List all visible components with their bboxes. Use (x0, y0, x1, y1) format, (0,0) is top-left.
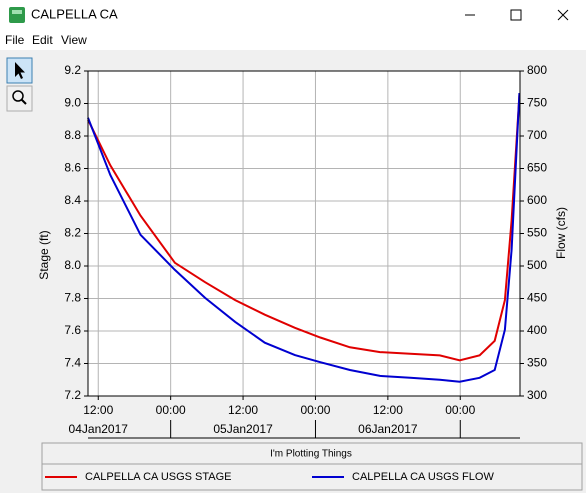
series-line (87, 95, 521, 362)
x-date-label: 05Jan2017 (213, 422, 273, 436)
x-tick-label: 00:00 (156, 403, 186, 417)
x-tick-label: 12:00 (373, 403, 403, 417)
x-tick-label: 12:00 (228, 403, 258, 417)
y2-axis-label: Flow (cfs) (554, 207, 568, 259)
zoom-tool[interactable] (6, 85, 33, 112)
series-line (87, 93, 521, 383)
y2-tick-label: 450 (527, 291, 547, 305)
zoom-icon-handle (20, 98, 27, 105)
y-tick-label: 8.4 (64, 193, 81, 207)
y2-tick-label: 550 (527, 226, 547, 240)
y2-tick-label: 500 (527, 258, 547, 272)
y2-tick-label: 400 (527, 323, 547, 337)
zoom-icon (12, 90, 24, 102)
legend-box (41, 442, 583, 491)
y-tick-label: 7.4 (64, 356, 81, 370)
y2-tick-label: 600 (527, 193, 547, 207)
y2-tick-label: 700 (527, 128, 547, 142)
y-axis-label: Stage (ft) (37, 230, 51, 279)
close-button[interactable] (557, 9, 569, 21)
legend-label: CALPELLA CA USGS STAGE (85, 471, 232, 483)
y2-tick-label: 650 (527, 161, 547, 175)
menu-file[interactable]: File (5, 33, 25, 47)
menu-bar (0, 30, 586, 50)
window-title: CALPELLA CA (31, 6, 118, 21)
menu-view[interactable]: View (61, 33, 87, 47)
y-tick-label: 8.6 (64, 161, 81, 175)
legend-title: I'm Plotting Things (270, 449, 352, 460)
y-tick-label: 9.0 (64, 96, 81, 110)
x-tick-label: 12:00 (83, 403, 113, 417)
title-bar (0, 0, 586, 30)
y-tick-label: 9.2 (64, 63, 81, 77)
app-icon (9, 7, 25, 23)
x-tick-label: 00:00 (300, 403, 330, 417)
y2-tick-label: 750 (527, 96, 547, 110)
y-tick-label: 8.8 (64, 128, 81, 142)
legend-label: CALPELLA CA USGS FLOW (352, 471, 494, 483)
y2-tick-label: 350 (527, 356, 547, 370)
x-date-label: 06Jan2017 (358, 422, 418, 436)
maximize-button[interactable] (510, 9, 522, 21)
menu-edit[interactable]: Edit (32, 33, 53, 47)
y-tick-label: 7.6 (64, 323, 81, 337)
y2-tick-label: 800 (527, 63, 547, 77)
y-tick-label: 7.2 (64, 388, 81, 402)
y2-tick-label: 300 (527, 388, 547, 402)
x-tick-label: 00:00 (445, 403, 475, 417)
pointer-icon (15, 62, 25, 79)
y-tick-label: 8.0 (64, 258, 81, 272)
y-tick-label: 8.2 (64, 226, 81, 240)
x-date-label: 04Jan2017 (69, 422, 129, 436)
app-icon-detail (12, 10, 22, 14)
y-tick-label: 7.8 (64, 291, 81, 305)
